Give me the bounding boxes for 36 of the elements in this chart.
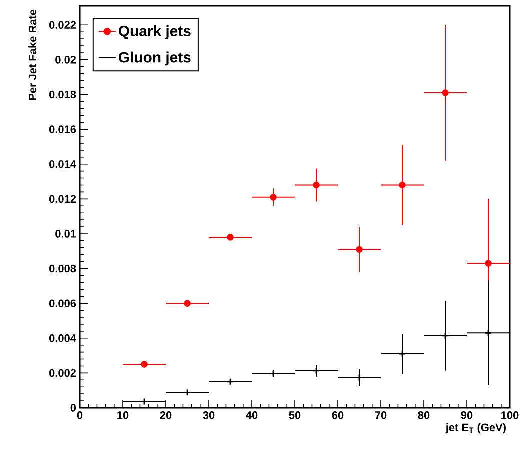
y-tick-label: 0.018: [49, 90, 76, 99]
point: [227, 234, 234, 241]
x-tick-label: 20: [160, 412, 172, 420]
x-tick-label: 30: [203, 412, 215, 420]
y-tick-label: 0.002: [49, 369, 76, 378]
y-tick-label: 0.004: [49, 334, 76, 342]
x-tick-label: 60: [332, 412, 344, 420]
x-tick-label: 0: [77, 412, 83, 420]
y-tick-label: 0.014: [49, 160, 76, 168]
point: [141, 361, 148, 368]
point: [313, 182, 320, 189]
point: [356, 246, 363, 254]
y-tick-label: 0.01: [56, 230, 76, 238]
x-tick-label: 50: [289, 412, 301, 420]
y-tick-label: 0.008: [49, 264, 76, 273]
x-tick-label: 80: [418, 412, 430, 420]
point: [184, 300, 191, 307]
x-tick-label: 40: [246, 412, 258, 420]
legend-label: Gluon jets: [118, 52, 191, 66]
x-tick-label: 10: [118, 412, 129, 420]
point: [270, 194, 277, 201]
y-tick-label: 0.022: [49, 21, 76, 30]
x-axis-title: jet E$_{T}$ (GeV): [446, 423, 506, 434]
y-tick-label: 0: [70, 404, 76, 412]
y-tick-label: 0.016: [49, 126, 76, 134]
point: [442, 90, 449, 96]
legend-label: Quark jets: [118, 26, 191, 40]
x-tick-label: 100: [502, 412, 519, 420]
y-tick-label: 0.02: [56, 56, 76, 64]
x-tick-label: 90: [461, 412, 473, 420]
x-tick-label: 70: [375, 412, 387, 420]
y-axis-title: Per Jet Fake Rate: [28, 10, 37, 100]
point: [399, 182, 406, 189]
y-tick-label: 0.006: [49, 300, 76, 308]
point: [485, 260, 492, 267]
y-tick-label: 0.012: [49, 195, 76, 204]
